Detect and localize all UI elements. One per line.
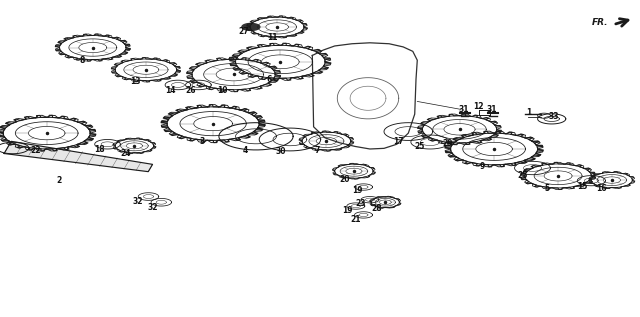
Text: 2: 2 [56,176,61,185]
Text: 23: 23 [356,199,366,208]
Text: 16: 16 [596,184,607,193]
Text: 18: 18 [94,145,104,154]
Text: 25: 25 [414,142,424,151]
Text: 14: 14 [165,86,175,95]
Text: 29: 29 [443,139,453,148]
Text: 28: 28 [372,204,382,213]
Text: 13: 13 [131,77,141,86]
Text: 26: 26 [186,86,196,95]
Text: 8: 8 [79,56,84,65]
Text: 20: 20 [340,175,350,184]
Text: 31: 31 [458,105,468,114]
Text: 22: 22 [31,146,41,155]
Text: 10: 10 [218,86,228,95]
Text: 6: 6 [266,75,271,84]
Text: 32: 32 [147,203,157,211]
Text: 19: 19 [342,206,353,215]
Text: 25: 25 [517,171,527,180]
Polygon shape [4,141,152,172]
Text: 15: 15 [577,182,588,191]
Text: 31: 31 [486,105,497,114]
Text: 21: 21 [350,215,360,224]
Text: 3: 3 [200,137,205,146]
Text: 30: 30 [275,147,285,156]
Polygon shape [242,23,260,30]
Text: 11: 11 [267,33,277,42]
Text: 9: 9 [480,162,485,171]
Text: 27: 27 [238,27,248,36]
Text: 33: 33 [548,112,559,121]
Text: 24: 24 [120,149,131,158]
Text: 5: 5 [545,184,550,193]
Text: 19: 19 [352,186,362,195]
Text: FR.: FR. [591,18,608,27]
Text: 12: 12 [474,102,484,111]
Text: 7: 7 [315,146,320,155]
Text: 1: 1 [526,108,531,117]
Text: 4: 4 [243,146,248,155]
Text: 17: 17 [393,137,403,146]
Text: 32: 32 [132,197,143,206]
